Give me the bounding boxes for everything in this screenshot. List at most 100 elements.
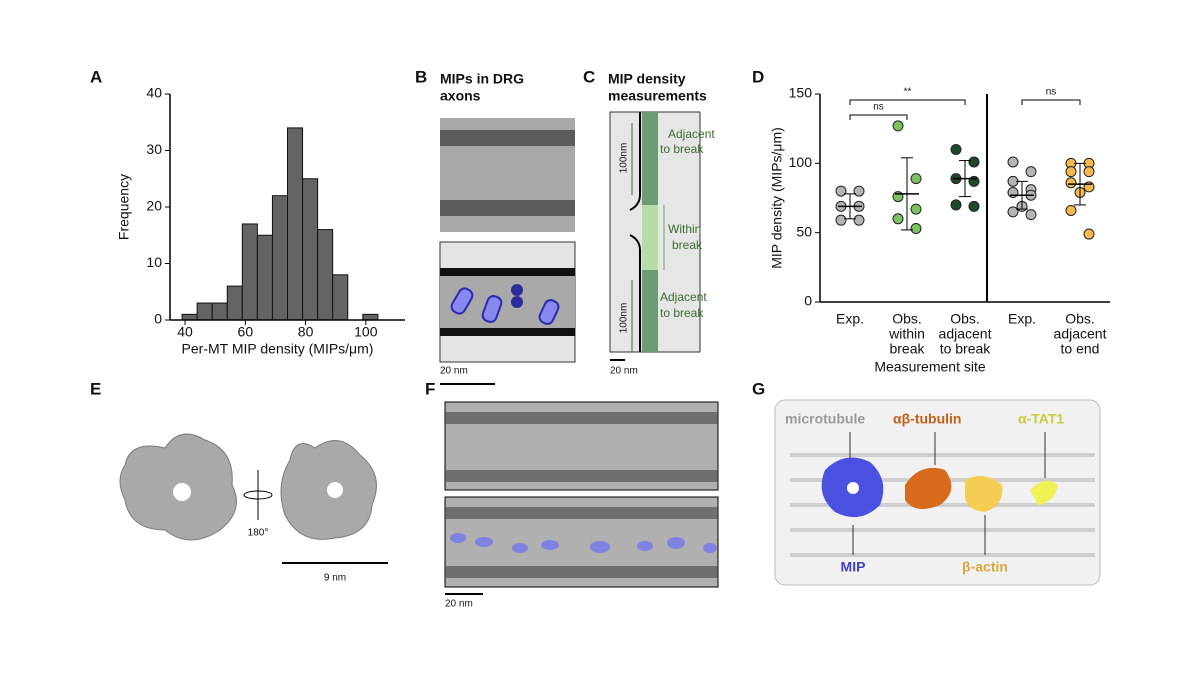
- structure-label: α-TAT1: [1018, 411, 1064, 427]
- histogram-bar: [362, 313, 379, 321]
- x-tick-label: 60: [238, 324, 254, 340]
- mip-shape: [481, 295, 503, 323]
- panel-label: C: [583, 67, 595, 86]
- x-tick-label: 40: [177, 324, 193, 340]
- actin-density: [965, 476, 1003, 512]
- x-tick-label: adjacent: [939, 326, 992, 342]
- histogram-bar: [241, 223, 258, 321]
- data-point: [1007, 156, 1019, 168]
- y-tick-label: 100: [789, 154, 813, 170]
- panel-label: B: [415, 67, 427, 86]
- protofilament: [440, 268, 575, 276]
- histogram-bar: [271, 195, 288, 321]
- region-label: Adjacent: [660, 290, 707, 304]
- histogram-bar: [196, 302, 213, 321]
- y-tick-label: 0: [154, 311, 162, 327]
- data-point: [968, 200, 980, 212]
- scale-label: 9 nm: [324, 573, 346, 584]
- length-label: 100nm: [619, 303, 630, 334]
- structure-label: microtubule: [785, 411, 865, 427]
- density-hole: [327, 482, 343, 498]
- data-point: [950, 143, 962, 155]
- x-tick-label: to break: [940, 341, 992, 357]
- histogram-bar: [181, 313, 198, 321]
- data-point: [968, 156, 980, 168]
- image-stripe: [440, 200, 575, 216]
- panel-title: axons: [440, 88, 481, 104]
- data-point: [910, 203, 922, 215]
- data-point: [1083, 166, 1095, 178]
- data-point: [1065, 177, 1077, 189]
- panel-title: MIP density: [608, 71, 686, 87]
- panel-title: MIPs in DRG: [440, 71, 524, 87]
- data-point: [1065, 166, 1077, 178]
- mt-edge: [629, 112, 641, 352]
- histogram-bar: [332, 274, 349, 321]
- panel-label: A: [90, 67, 102, 86]
- histogram-bar: [287, 127, 304, 321]
- significance-bracket: [849, 99, 966, 105]
- y-tick-label: 30: [146, 141, 162, 157]
- y-tick-label: 40: [146, 85, 162, 101]
- histogram-bar: [317, 229, 334, 321]
- x-tick-label: Exp.: [1008, 311, 1036, 327]
- data-point: [892, 120, 904, 132]
- image-stripe: [445, 412, 718, 424]
- significance-bracket: [849, 114, 908, 120]
- histogram-bar: [302, 178, 319, 321]
- histogram-bar: [256, 234, 273, 321]
- data-point: [835, 214, 847, 226]
- histogram-bar: [211, 302, 228, 321]
- data-point: [892, 213, 904, 225]
- image-stripe: [445, 507, 718, 519]
- rotation-arrow: [243, 490, 273, 500]
- tat1-density: [1030, 481, 1058, 505]
- region-label: break: [672, 238, 703, 252]
- histogram-bar: [226, 285, 243, 321]
- region-label: to break: [660, 142, 704, 156]
- data-point: [1025, 166, 1037, 178]
- significance-bracket: [1021, 99, 1081, 105]
- mip-shape: [511, 296, 523, 308]
- y-tick-label: 50: [796, 223, 812, 239]
- data-point: [1025, 209, 1037, 221]
- region-label: Within: [668, 222, 701, 236]
- rotation-label: 180°: [248, 528, 269, 539]
- panel-label: E: [90, 379, 101, 398]
- x-tick-label: Obs.: [950, 311, 980, 327]
- image-stripe: [445, 470, 718, 482]
- data-point: [835, 185, 847, 197]
- panel-label: G: [752, 379, 765, 398]
- panel-label: F: [425, 379, 435, 398]
- panel-title: measurements: [608, 88, 707, 104]
- data-point: [910, 173, 922, 185]
- scale-label: 20 nm: [440, 366, 468, 377]
- data-point: [853, 214, 865, 226]
- significance-label: ns: [873, 102, 884, 113]
- significance-label: **: [904, 87, 912, 98]
- data-point: [1083, 228, 1095, 240]
- y-tick-label: 150: [789, 85, 813, 101]
- break-zone: [642, 205, 658, 270]
- y-axis-label: Frequency: [116, 174, 132, 240]
- significance-label: ns: [1046, 87, 1057, 98]
- x-tick-label: Obs.: [892, 311, 922, 327]
- x-tick-label: 100: [354, 324, 378, 340]
- structure-label: MIP: [841, 559, 866, 575]
- x-tick-label: within: [888, 326, 925, 342]
- structure-label: β-actin: [962, 559, 1008, 575]
- mip-shape: [511, 284, 523, 296]
- mip-shape: [450, 287, 474, 315]
- data-point: [1065, 204, 1077, 216]
- image-stripe: [445, 566, 718, 578]
- y-tick-label: 10: [146, 254, 162, 270]
- x-tick-label: break: [889, 341, 925, 357]
- data-point: [910, 223, 922, 235]
- mip-shape: [538, 299, 560, 325]
- region-label: Adjacent: [668, 127, 715, 141]
- structure-label: αβ-tubulin: [893, 411, 961, 427]
- x-axis-label: Per-MT MIP density (MIPs/μm): [182, 341, 374, 357]
- data-point: [1007, 206, 1019, 218]
- image-stripe: [440, 130, 575, 146]
